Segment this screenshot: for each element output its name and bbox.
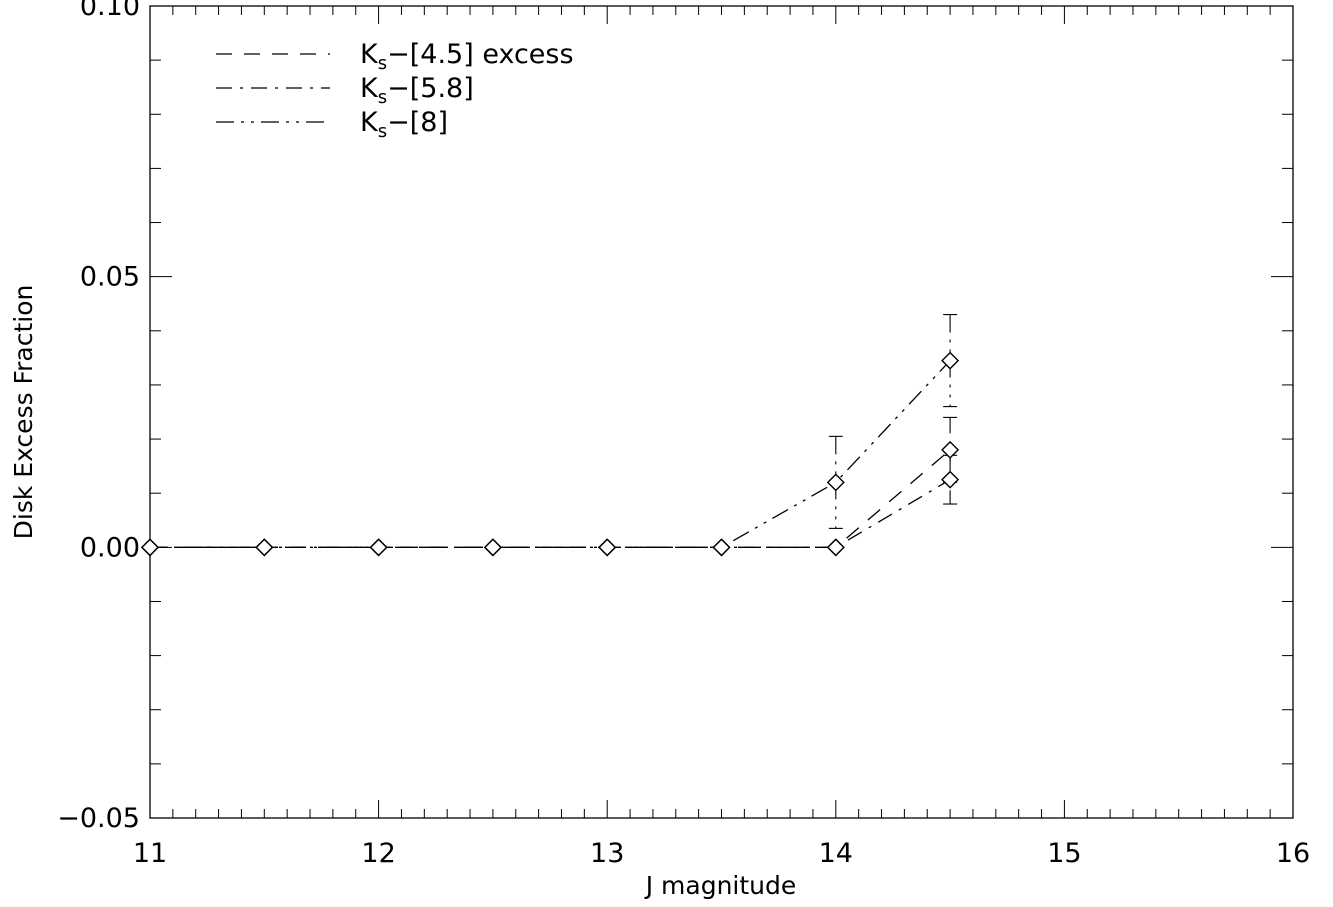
series-line-3 [150,360,951,548]
x-tick-label: 14 [819,838,853,869]
y-axis-label: Disk Excess Fraction [9,285,38,540]
series-line-2 [150,479,951,548]
data-point-diamond [369,538,388,557]
y-tick-label: 0.10 [80,0,140,22]
data-point-diamond [941,470,960,489]
axes [149,5,1294,819]
data-point-diamond [826,473,845,492]
tick-labels: 11 12 13 14 15 16 −0.05 0.00 0.05 0.10 [57,0,1310,869]
x-tick-label: 15 [1047,838,1081,869]
data-point-diamond [941,351,960,370]
y-tick-label: 0.05 [80,262,140,293]
tick-marks [149,5,1294,819]
data-point-diamond [255,538,274,557]
x-tick-label: 13 [590,838,624,869]
x-tick-label: 16 [1276,838,1310,869]
y-tick-label: −0.05 [57,803,140,834]
legend-label-1: Ks−[4.5] excess [360,39,574,74]
x-axis-label: J magnitude [644,871,797,900]
data-point-diamond [712,538,731,557]
data-point-diamond [141,538,159,557]
plot-frame [149,5,1294,819]
data-point-diamond [826,538,845,557]
data-point-diamond [483,538,502,557]
y-tick-label: 0.00 [80,532,140,563]
legend-label-2: Ks−[5.8] [360,73,474,108]
series-line-1 [150,449,951,548]
series-group [141,314,960,557]
data-point-diamond [941,440,960,459]
x-tick-label: 12 [361,838,395,869]
data-point-diamond [598,538,617,557]
legend-label-3: Ks−[8] [360,107,448,142]
x-tick-label: 11 [133,838,167,869]
